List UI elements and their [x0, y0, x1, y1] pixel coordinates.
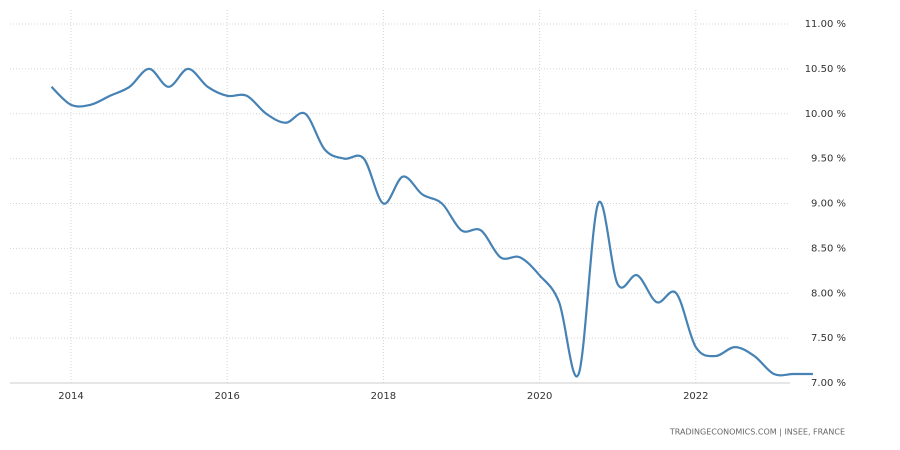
y-tick-label: 8.50 %: [811, 243, 846, 254]
line: [50, 67, 813, 378]
y-tick-label: 10.50 %: [805, 64, 846, 75]
y-tick-label: 9.00 %: [811, 199, 846, 210]
x-tick-label: 2018: [371, 391, 396, 402]
y-tick-label: 7.00 %: [811, 378, 846, 389]
x-tick-label: 2014: [58, 391, 83, 402]
y-tick-label: 7.50 %: [811, 333, 846, 344]
source: TRADINGECONOMICS.COM | INSEE, FRANCE: [669, 428, 845, 437]
x-tick-label: 2020: [527, 391, 552, 402]
x-tick-label: 2022: [683, 391, 708, 402]
y-tick-label: 11.00 %: [805, 19, 846, 30]
y-tick-label: 10.00 %: [805, 109, 846, 120]
y-tick-label: 9.50 %: [811, 154, 846, 165]
y-tick-label: 8.00 %: [811, 288, 846, 299]
x-tick-label: 2016: [214, 391, 239, 402]
